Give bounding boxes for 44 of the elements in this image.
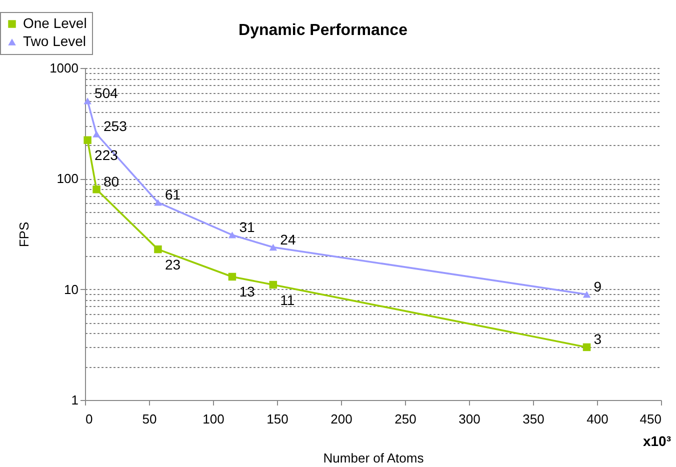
x-tick-label: 300 [458, 412, 480, 426]
y-tick-label: 1 [71, 392, 78, 408]
data-label: 61 [164, 186, 181, 202]
point [84, 98, 92, 104]
point [84, 136, 92, 144]
x-tick-label: 200 [330, 412, 352, 426]
point [92, 186, 100, 194]
point [154, 245, 162, 254]
data-label: 223 [94, 147, 118, 164]
data-label: 504 [94, 84, 118, 101]
data-label: 80 [104, 173, 120, 190]
y-axis-title: FPS [16, 222, 32, 248]
legend-label: Two Level [23, 33, 86, 49]
x-tick-label: 250 [394, 412, 416, 426]
data-label: 24 [280, 231, 296, 248]
data-label: 253 [104, 118, 128, 134]
point [228, 272, 236, 281]
x-tick-label: 450 [640, 412, 662, 426]
x-tick-label: 0 [86, 412, 93, 426]
legend-label: One Level [23, 15, 87, 31]
point [582, 343, 591, 352]
data-label: 11 [280, 292, 295, 308]
x-tick-label: 100 [202, 412, 224, 426]
data-label: 3 [594, 331, 602, 348]
point [269, 280, 278, 289]
x-tick-label: 50 [142, 412, 157, 426]
point [269, 244, 278, 251]
data-label: 31 [239, 218, 255, 235]
y-tick-label: 10 [64, 282, 78, 297]
x-tick-label: 150 [266, 412, 288, 426]
data-label: 23 [164, 256, 181, 272]
point [582, 291, 591, 298]
point [154, 199, 162, 206]
data-label: 13 [239, 284, 255, 300]
y-tick-label: 1000 [50, 60, 78, 76]
x-tick-label: 400 [586, 412, 608, 426]
chart-title: Dynamic Performance [238, 22, 408, 39]
point [228, 232, 236, 238]
point [92, 130, 100, 138]
x-axis-title: Number of Atoms [323, 450, 424, 466]
text: x10³ [642, 433, 672, 449]
x-tick-label: 350 [522, 412, 544, 426]
data-label: 9 [594, 278, 602, 294]
y-tick-label: 100 [56, 171, 78, 186]
